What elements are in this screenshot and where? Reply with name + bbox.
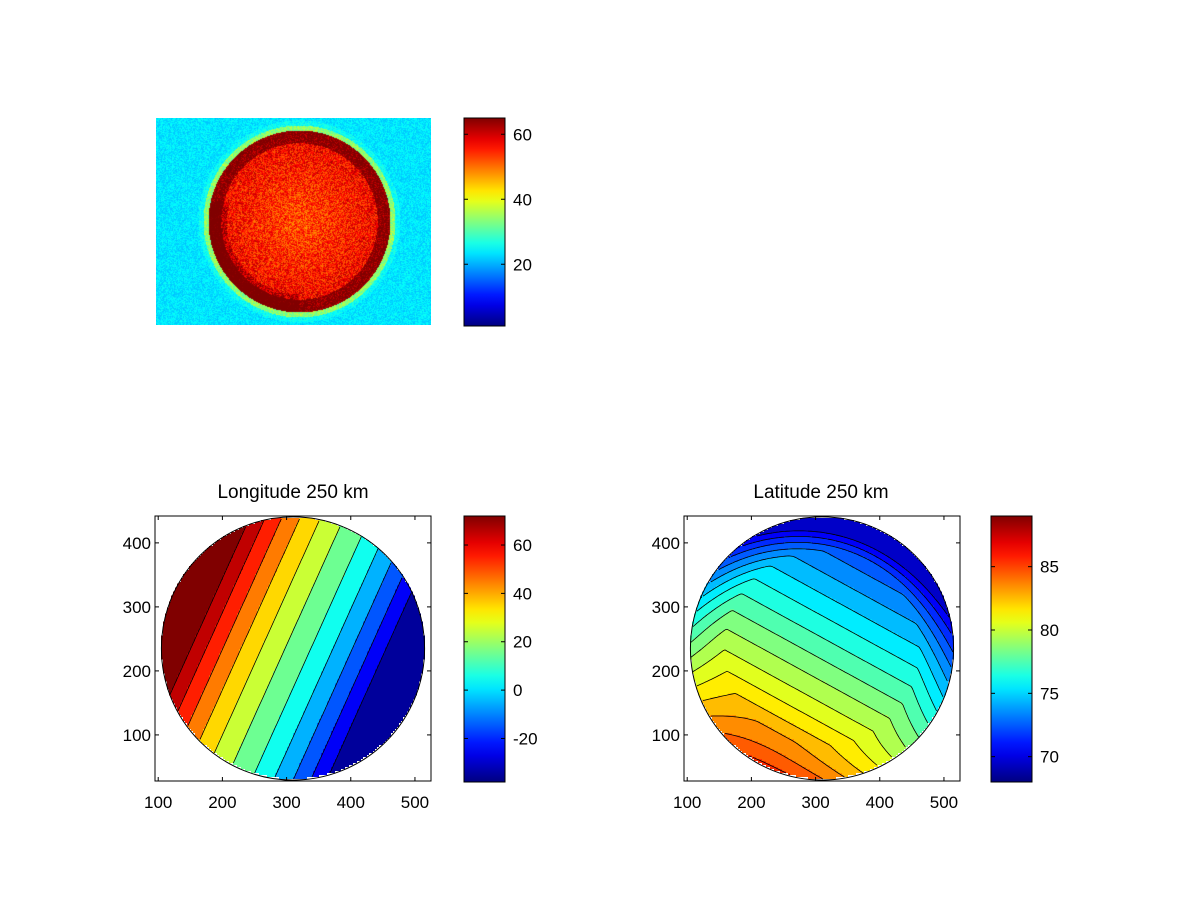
p2-cbar-tick-label: 20 (513, 633, 532, 652)
y-tick-label: 100 (123, 726, 151, 745)
p3-cbar-tick-label: 75 (1040, 684, 1059, 703)
contour-line (696, 578, 937, 712)
contour-line (311, 577, 403, 778)
contour-line (700, 565, 944, 697)
contour-line (724, 733, 824, 780)
disk-outline (689, 516, 955, 781)
contour-line (748, 755, 791, 776)
axes-frame (683, 515, 961, 782)
x-tick-label: 400 (337, 793, 365, 812)
x-tick-label: 300 (801, 793, 829, 812)
contour-line (293, 562, 392, 780)
y-tick-label: 400 (652, 534, 680, 553)
x-tick-label: 200 (737, 793, 765, 812)
contour-line (274, 548, 379, 778)
axes-frame (154, 515, 432, 782)
contour-line (696, 670, 878, 766)
p1-cbar-tick-label: 40 (513, 190, 532, 209)
p1-cbar-tick-label: 60 (513, 125, 532, 144)
contour-line (199, 518, 300, 740)
detector-image (156, 118, 431, 325)
p3-cbar-gradient-bar (990, 515, 1033, 783)
x-tick-label: 200 (208, 793, 236, 812)
p2-cbar-gradient-bar (463, 515, 506, 783)
detector-image-panel: 20 40 60 (156, 117, 532, 327)
contour-line (177, 520, 265, 712)
contour-line (738, 536, 952, 634)
y-tick-label: 200 (652, 662, 680, 681)
image-colorbar: 20 40 60 (463, 117, 532, 327)
latitude-panel: Latitude 250 km 100 200 300 400 500 100 200 300… (652, 482, 1059, 812)
contour-line (728, 542, 954, 653)
detector-image-raster (156, 118, 431, 325)
contour-fill (155, 516, 431, 781)
p2-cbar-tick-label: -20 (513, 729, 538, 748)
disk-outline (160, 516, 426, 781)
x-tick-label: 100 (673, 793, 701, 812)
x-tick-label: 500 (401, 793, 429, 812)
p3-cbar-tick-label: 70 (1040, 748, 1059, 767)
contour-line (254, 536, 362, 774)
contour-line (708, 555, 948, 682)
y-tick-label: 200 (123, 662, 151, 681)
y-tick-label: 100 (652, 726, 680, 745)
contour-line (233, 526, 341, 764)
longitude-colorbar: -20 0 20 40 60 (463, 515, 538, 783)
contour-line (718, 548, 952, 668)
contour-line (710, 715, 845, 778)
contour-line (690, 610, 919, 738)
p2-cbar-tick-label: 60 (513, 536, 532, 555)
p2-cbar-tick-label: 0 (513, 681, 522, 700)
contour-line (692, 649, 892, 758)
p3-cbar-tick-label: 80 (1040, 621, 1059, 640)
x-tick-label: 300 (272, 793, 300, 812)
y-tick-label: 400 (123, 534, 151, 553)
p1-cbar-gradient-bar (463, 117, 506, 327)
x-tick-label: 500 (930, 793, 958, 812)
contour-line (329, 592, 412, 774)
longitude-plot: 100 200 300 400 500 100 200 300 400 (123, 515, 432, 812)
contour-fill (684, 516, 960, 781)
contour-lines (169, 518, 412, 780)
x-tick-label: 100 (144, 793, 172, 812)
x-tick-label: 400 (866, 793, 894, 812)
y-tick-label: 300 (652, 598, 680, 617)
contour-line (213, 520, 320, 754)
p1-cbar-tick-label: 20 (513, 255, 532, 274)
longitude-panel: Longitude 250 km 100 200 300 400 50010020030… (123, 482, 538, 812)
contour-line (756, 530, 950, 618)
y-tick-label: 300 (123, 598, 151, 617)
p3-cbar-tick-label: 85 (1040, 558, 1059, 577)
latitude-title: Latitude 250 km (753, 482, 888, 503)
latitude-colorbar: 70 75 80 85 (990, 515, 1059, 783)
contour-line (187, 518, 282, 726)
p2-cbar-tick-label: 40 (513, 584, 532, 603)
contour-line (690, 628, 906, 748)
contour-line (702, 693, 864, 774)
latitude-plot: 100 200 300 400 500 100 200 300 400 (652, 515, 961, 812)
contour-line (692, 593, 929, 724)
contour-line (169, 526, 246, 695)
contour-lines (690, 530, 954, 780)
longitude-title: Longitude 250 km (217, 482, 368, 503)
